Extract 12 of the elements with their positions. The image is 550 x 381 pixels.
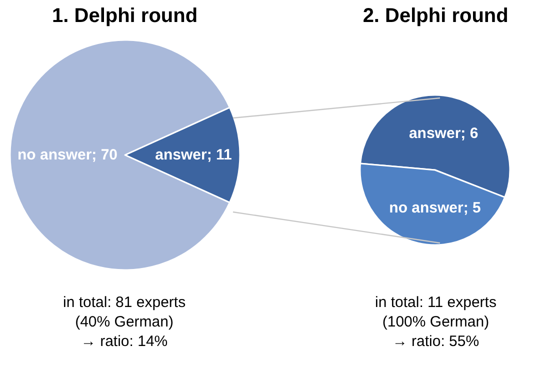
slice-label: answer; 6 bbox=[408, 124, 478, 142]
text: in total: 11 experts bbox=[375, 294, 496, 311]
slice-label: no answer; 70 bbox=[17, 146, 118, 164]
text: (100% German) bbox=[382, 314, 490, 330]
chart-title: 2. Delphi round bbox=[362, 5, 508, 27]
text: → ratio: 55% bbox=[392, 333, 480, 350]
slice-label: no answer; 5 bbox=[389, 200, 481, 217]
slice-label: answer; 11 bbox=[155, 146, 232, 164]
text: in total: 81 experts bbox=[63, 294, 186, 311]
text: → ratio: 14% bbox=[80, 333, 168, 350]
text: (40% German) bbox=[75, 314, 174, 330]
chart-title: 1. Delphi round bbox=[52, 5, 198, 27]
